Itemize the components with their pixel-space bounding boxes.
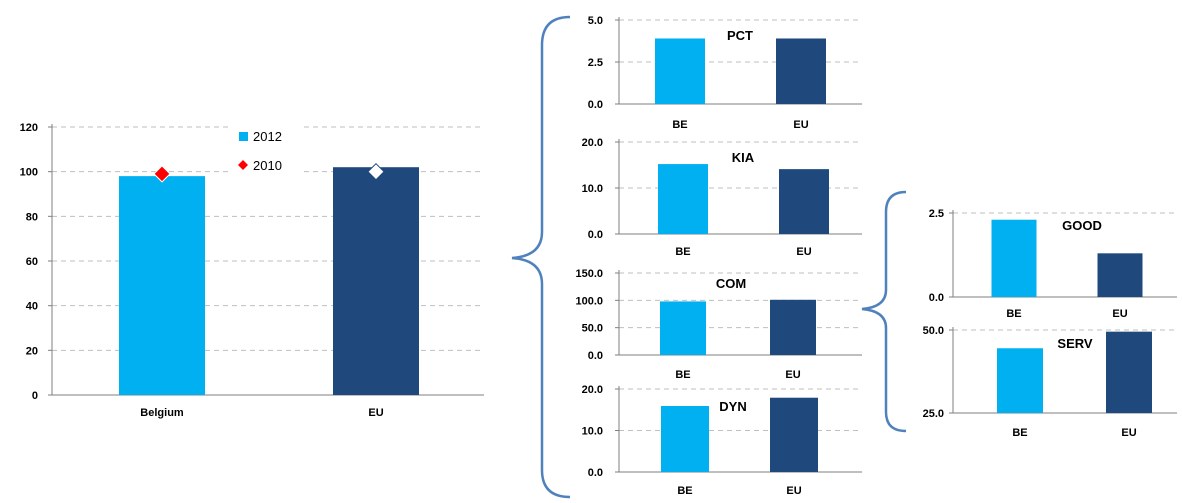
braces <box>511 15 907 499</box>
good-y-tick-label: 0.0 <box>929 292 944 304</box>
legend-swatch-2012 <box>239 132 248 141</box>
main-bar-belgium <box>119 176 205 395</box>
main-y-tick-label: 40 <box>26 301 38 313</box>
com-bar-be <box>660 301 706 355</box>
serv-x-tick-label: EU <box>1121 427 1136 439</box>
good-bar-be <box>991 219 1037 297</box>
pct-title: PCT <box>727 28 753 43</box>
main-x-tick-label: EU <box>368 407 383 419</box>
kia-chart: 0.0 10.0 20.0 BE EU KIA <box>582 137 862 258</box>
kia-y-tick-label: 0.0 <box>588 229 603 241</box>
kia-bar-eu <box>779 169 829 234</box>
kia-y-tick-label: 20.0 <box>582 137 603 149</box>
marker-2010-belgium <box>153 165 171 183</box>
serv-bar-eu <box>1106 331 1152 413</box>
dyn-y-tick-label: 20.0 <box>582 384 603 396</box>
main-bar-eu <box>333 167 419 395</box>
pct-x-tick-label: BE <box>672 119 687 131</box>
pct-bar-eu <box>776 38 826 105</box>
good-x-tick-label: EU <box>1112 308 1127 320</box>
dyn-x-tick-label: EU <box>786 485 801 497</box>
pct-chart: 0.0 2.5 5.0 BE EU PCT <box>588 15 862 131</box>
good-bar-eu <box>1097 253 1143 297</box>
pct-y-tick-label: 5.0 <box>588 15 603 27</box>
kia-x-tick-label: BE <box>675 246 690 258</box>
main-y-tick-label: 120 <box>20 122 38 134</box>
good-title: GOOD <box>1062 218 1102 233</box>
dyn-bar-be <box>661 406 709 472</box>
serv-chart: 25.0 50.0 BE EU SERV <box>923 325 1177 439</box>
main-y-tick-label: 100 <box>20 167 38 179</box>
large-brace <box>511 15 571 499</box>
com-title: COM <box>716 276 746 291</box>
com-y-tick-label: 50.0 <box>582 323 603 335</box>
pct-y-tick-label: 2.5 <box>588 57 603 69</box>
good-chart: 0.0 2.5 BE EU GOOD <box>929 208 1177 320</box>
serv-x-tick-label: BE <box>1012 427 1027 439</box>
serv-y-tick-label: 50.0 <box>923 325 944 337</box>
kia-x-tick-label: EU <box>796 246 811 258</box>
com-bar-eu <box>770 299 816 355</box>
pct-x-tick-label: EU <box>793 119 808 131</box>
dyn-chart: 0.0 10.0 20.0 BE EU DYN <box>582 384 862 497</box>
com-y-tick-label: 100.0 <box>575 295 603 307</box>
dyn-title: DYN <box>719 399 746 414</box>
dyn-y-tick-label: 10.0 <box>582 426 603 438</box>
main-y-tick-label: 60 <box>26 256 38 268</box>
main-y-tick-label: 20 <box>26 345 38 357</box>
serv-bar-be <box>997 348 1043 413</box>
small-brace <box>861 190 907 433</box>
main-y-tick-label: 0 <box>32 390 38 402</box>
good-x-tick-label: BE <box>1006 308 1021 320</box>
main-y-tick-label: 80 <box>26 211 38 223</box>
serv-title: SERV <box>1057 336 1092 351</box>
com-x-tick-label: EU <box>785 369 800 381</box>
marker-2010-eu <box>367 162 385 181</box>
kia-title: KIA <box>732 150 755 165</box>
com-x-tick-label: BE <box>675 369 690 381</box>
kia-y-tick-label: 10.0 <box>582 183 603 195</box>
pct-bar-be <box>655 38 705 105</box>
legend-marker-2010 <box>238 160 248 170</box>
dyn-bar-eu <box>770 397 818 472</box>
legend-label-2010: 2010 <box>253 158 282 173</box>
good-y-tick-label: 2.5 <box>929 208 944 220</box>
kia-bar-be <box>658 164 708 234</box>
legend: 2012 2010 <box>231 125 303 182</box>
pct-y-tick-label: 0.0 <box>588 99 603 111</box>
main-chart: 0 20 40 60 80 100 120 Belgium EU 2012 2010 <box>20 122 484 419</box>
com-y-tick-label: 150.0 <box>575 268 603 280</box>
legend-label-2012: 2012 <box>253 129 282 144</box>
com-chart: 0.0 50.0 100.0 150.0 BE EU COM <box>575 268 862 381</box>
dyn-y-tick-label: 0.0 <box>588 467 603 479</box>
com-y-tick-label: 0.0 <box>588 350 603 362</box>
main-x-tick-label: Belgium <box>140 407 184 419</box>
dyn-x-tick-label: BE <box>677 485 692 497</box>
serv-y-tick-label: 25.0 <box>923 408 944 420</box>
